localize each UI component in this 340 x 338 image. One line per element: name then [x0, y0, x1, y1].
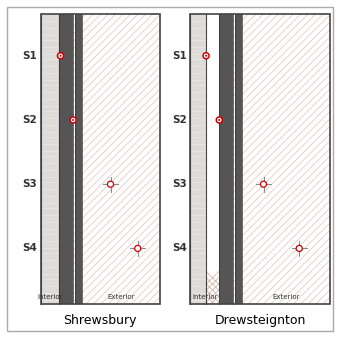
Bar — [59, 14, 73, 304]
Text: S4: S4 — [22, 243, 37, 254]
Bar — [190, 14, 330, 304]
Circle shape — [135, 245, 141, 251]
Text: S3: S3 — [172, 179, 187, 189]
Bar — [41, 14, 60, 304]
Text: Exterior: Exterior — [107, 294, 135, 300]
Text: S2: S2 — [172, 115, 187, 125]
Bar — [190, 14, 330, 304]
Circle shape — [57, 53, 64, 59]
Text: Shrewsbury: Shrewsbury — [64, 314, 137, 327]
Circle shape — [218, 119, 220, 121]
Bar — [190, 14, 206, 304]
Text: S4: S4 — [172, 243, 187, 254]
Circle shape — [296, 245, 302, 251]
Circle shape — [216, 117, 222, 123]
Text: S2: S2 — [23, 115, 37, 125]
Circle shape — [260, 181, 267, 187]
Circle shape — [203, 53, 209, 59]
Bar — [41, 14, 160, 304]
Bar — [75, 14, 82, 304]
Text: S1: S1 — [172, 51, 187, 61]
Text: S3: S3 — [23, 179, 37, 189]
Text: S1: S1 — [23, 51, 37, 61]
Text: Drewsteignton: Drewsteignton — [215, 314, 306, 327]
Bar — [206, 14, 219, 304]
Bar — [41, 14, 160, 304]
Text: Interior: Interior — [37, 294, 63, 300]
Circle shape — [59, 55, 62, 57]
Text: Exterior: Exterior — [272, 294, 300, 300]
Circle shape — [205, 55, 207, 57]
Bar — [235, 14, 242, 304]
Circle shape — [72, 119, 74, 121]
Bar — [219, 14, 233, 304]
Text: Interior: Interior — [192, 294, 218, 300]
Circle shape — [70, 117, 76, 123]
Circle shape — [107, 181, 114, 187]
